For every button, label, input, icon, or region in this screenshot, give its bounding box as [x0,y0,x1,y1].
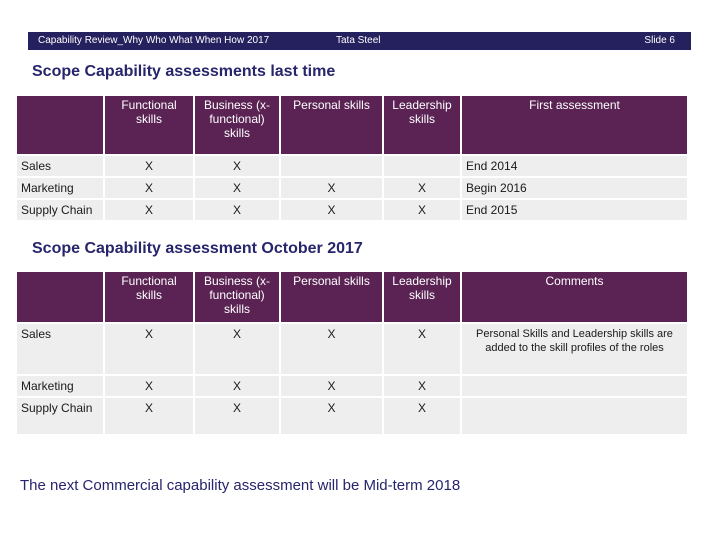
header-empty-cell [15,270,105,324]
table-cell: X [103,396,195,436]
table-header-row: Functional skills Business (x-functional… [15,94,689,156]
last-time-assessment-table: Functional skills Business (x-functional… [15,94,689,222]
slide-header-bar: Capability Review_Why Who What When How … [28,32,691,50]
header-first-assessment: First assessment [460,94,689,156]
october-2017-assessment-table: Functional skills Business (x-functional… [15,270,689,436]
header-comments: Comments [460,270,689,324]
table-cell: X [382,396,462,436]
table-cell: X [103,154,195,178]
presentation-title: Capability Review_Why Who What When How … [38,35,270,46]
header-personal-skills: Personal skills [279,94,384,156]
table-cell: X [382,176,462,200]
row-label: Marketing [15,374,105,398]
table-cell: X [279,322,384,376]
row-label: Supply Chain [15,396,105,436]
table-cell: X [279,198,384,222]
table-cell: X [193,198,281,222]
table-cell: X [382,198,462,222]
section-title-october-2017: Scope Capability assessment October 2017 [32,240,363,257]
section-title-last-time: Scope Capability assessments last time [32,63,336,80]
table-row: Supply Chain X X X X [15,396,689,436]
table-cell: X [193,396,281,436]
comment-cell [460,396,689,436]
table-row: Marketing X X X X Begin 2016 [15,176,689,200]
row-label: Sales [15,154,105,178]
table-row: Sales X X End 2014 [15,154,689,178]
company-name: Tata Steel [336,35,381,46]
table-row: Marketing X X X X [15,374,689,398]
table-header-row: Functional skills Business (x-functional… [15,270,689,324]
table-cell: X [279,374,384,398]
header-functional-skills: Functional skills [103,270,195,324]
comment-cell [460,374,689,398]
header-leadership-skills: Leadership skills [382,94,462,156]
table-row: Supply Chain X X X X End 2015 [15,198,689,222]
table-row: Sales X X X X Personal Skills and Leader… [15,322,689,376]
table-cell: X [193,374,281,398]
header-business-skills: Business (x-functional) skills [193,94,281,156]
table-cell: X [103,322,195,376]
row-label: Marketing [15,176,105,200]
row-label: Supply Chain [15,198,105,222]
table-cell: X [279,176,384,200]
comment-cell: Personal Skills and Leadership skills ar… [460,322,689,376]
table-cell: X [103,374,195,398]
slide-number: Slide 6 [644,35,675,46]
next-assessment-note: The next Commercial capability assessmen… [20,477,461,494]
table-cell: X [193,322,281,376]
header-functional-skills: Functional skills [103,94,195,156]
table-cell: End 2014 [460,154,689,178]
table-cell: X [193,176,281,200]
table-cell: X [193,154,281,178]
table-cell: X [382,322,462,376]
header-personal-skills: Personal skills [279,270,384,324]
table-cell [382,154,462,178]
table-cell: X [103,176,195,200]
table-cell: X [382,374,462,398]
table-cell: Begin 2016 [460,176,689,200]
table-cell: End 2015 [460,198,689,222]
header-empty-cell [15,94,105,156]
row-label: Sales [15,322,105,376]
table-cell [279,154,384,178]
table-cell: X [279,396,384,436]
header-leadership-skills: Leadership skills [382,270,462,324]
table-cell: X [103,198,195,222]
header-business-skills: Business (x-functional) skills [193,270,281,324]
